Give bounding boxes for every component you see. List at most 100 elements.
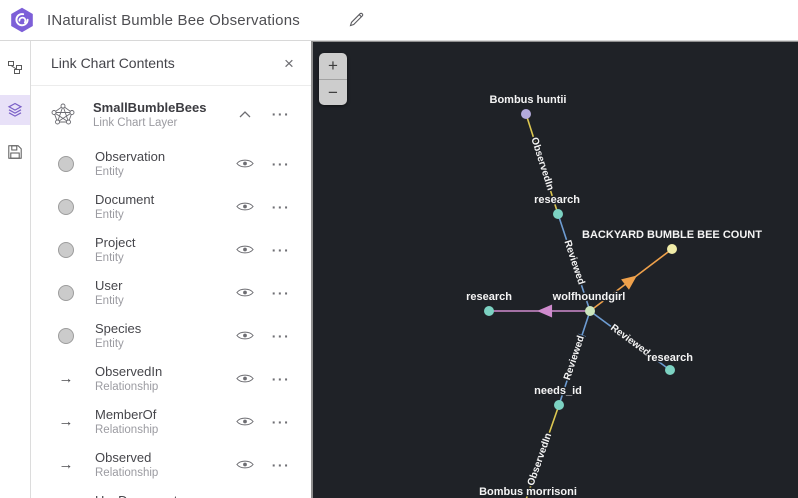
layer-item-label: Observation — [95, 149, 166, 164]
rail-item-save[interactable] — [0, 137, 30, 167]
entity-icon — [57, 198, 75, 215]
layer-group-header[interactable]: SmallBumbleBees Link Chart Layer ··· — [31, 86, 311, 142]
layer-item-label: Document — [95, 192, 155, 207]
layer-item-text: MemberOf Relationship — [95, 407, 233, 436]
entity-circle-icon — [58, 198, 74, 215]
item-overflow-menu-button[interactable]: ··· — [269, 328, 293, 344]
edge-label: Reviewed — [562, 239, 587, 286]
link-chart-canvas[interactable]: ObservedIn Reviewed Reviewed Reviewed Observ… — [313, 42, 798, 498]
page-title: INaturalist Bumble Bee Observations — [47, 11, 300, 29]
item-overflow-menu-button[interactable]: ··· — [269, 414, 293, 430]
visibility-eye-icon[interactable] — [233, 158, 257, 169]
node-label-backyard_count: BACKYARD BUMBLE BEE COUNT — [582, 229, 762, 241]
layer-item-row[interactable]: User Entity ··· — [31, 271, 311, 314]
layer-item-text: User Entity — [95, 278, 233, 307]
visibility-eye-icon[interactable] — [233, 201, 257, 212]
app-logo-icon — [11, 7, 33, 33]
entity-circle-icon — [58, 327, 74, 344]
link-chart-view[interactable]: + − ObservedIn Reviewed Reviewed Reviewed Ob… — [311, 40, 798, 498]
entity-icon — [57, 284, 75, 301]
edge-label: ObservedIn — [528, 136, 555, 192]
visibility-eye-icon[interactable] — [233, 244, 257, 255]
collapse-layer-button[interactable] — [233, 110, 257, 118]
pencil-icon — [349, 12, 364, 27]
entity-circle-icon — [58, 155, 74, 172]
layer-overflow-menu-button[interactable]: ··· — [269, 106, 293, 122]
entity-icon — [57, 327, 75, 344]
zoom-out-button[interactable]: − — [319, 79, 347, 105]
layer-item-text: Project Entity — [95, 235, 233, 264]
item-overflow-menu-button[interactable]: ··· — [269, 242, 293, 258]
layer-item-label: MemberOf — [95, 407, 157, 422]
layer-item-label: HasDocument — [95, 493, 233, 498]
item-overflow-menu-button[interactable]: ··· — [269, 285, 293, 301]
visibility-eye-icon[interactable] — [233, 459, 257, 470]
node-label-research_right: research — [647, 352, 693, 364]
rail-item-contents[interactable] — [0, 95, 30, 125]
layer-item-text: Document Entity — [95, 192, 233, 221]
edit-title-button[interactable] — [345, 9, 367, 31]
relationship-arrow-icon: → — [58, 413, 74, 430]
edge-label: ObservedIn — [526, 432, 555, 488]
layer-item-type: Relationship — [95, 381, 159, 393]
item-overflow-menu-button[interactable]: ··· — [269, 199, 293, 215]
graph-node-bombus_huntii[interactable] — [521, 109, 531, 119]
layer-item-text: HasDocumentRelationship — [95, 493, 233, 498]
graph-node-research_top[interactable] — [553, 209, 563, 219]
link-chart-contents-panel: Link Chart Contents × SmallBumbleBees Li… — [31, 41, 311, 498]
layer-item-row[interactable]: → ObservedIn Relationship ··· — [31, 357, 311, 400]
graph-node-needs_id[interactable] — [554, 400, 564, 410]
relationship-arrow-icon: → — [58, 456, 74, 473]
layers-icon — [7, 102, 23, 117]
visibility-eye-icon[interactable] — [233, 416, 257, 427]
node-label-research_left: research — [466, 291, 512, 303]
node-label-bombus_huntii: Bombus huntii — [490, 94, 567, 106]
item-overflow-menu-button[interactable]: ··· — [269, 457, 293, 473]
layer-item-type: Relationship — [95, 467, 159, 479]
layer-item-type: Entity — [95, 166, 124, 178]
layer-item-row[interactable]: Document Entity ··· — [31, 185, 311, 228]
layer-item-row[interactable]: → Observed Relationship ··· — [31, 443, 311, 486]
node-label-research_top: research — [534, 194, 580, 206]
layer-item-type: Entity — [95, 338, 124, 350]
rail-item-link-charts[interactable] — [0, 53, 30, 83]
edge-label: Reviewed — [562, 334, 587, 381]
panel-header: Link Chart Contents × — [31, 41, 311, 86]
entity-circle-icon — [58, 241, 74, 258]
visibility-eye-icon[interactable] — [233, 287, 257, 298]
close-panel-button[interactable]: × — [279, 55, 299, 72]
hierarchy-icon — [8, 61, 22, 74]
layer-item-row[interactable]: Project Entity ··· — [31, 228, 311, 271]
relationship-arrow-icon: → — [58, 370, 74, 387]
graph-node-backyard_count[interactable] — [667, 244, 677, 254]
item-overflow-menu-button[interactable]: ··· — [269, 371, 293, 387]
layer-item-list: Observation Entity ··· Document Entity ··· Pro… — [31, 142, 311, 498]
graph-node-research_left[interactable] — [484, 306, 494, 316]
graph-node-wolfhoundgirl[interactable] — [585, 306, 595, 316]
layer-name: SmallBumbleBees — [93, 99, 207, 115]
layer-item-label: Project — [95, 235, 136, 250]
layer-item-row[interactable]: →HasDocumentRelationship··· — [31, 486, 311, 498]
link-chart-layer-icon — [51, 103, 75, 125]
layer-item-type: Relationship — [95, 424, 159, 436]
item-overflow-menu-button[interactable]: ··· — [269, 156, 293, 172]
layer-item-row[interactable]: → MemberOf Relationship ··· — [31, 400, 311, 443]
layer-item-text: ObservedIn Relationship — [95, 364, 233, 393]
node-label-bombus_morrisoni: Bombus morrisoni — [479, 486, 577, 498]
chevron-up-icon — [239, 110, 251, 117]
zoom-in-button[interactable]: + — [319, 53, 347, 79]
graph-node-research_right[interactable] — [665, 365, 675, 375]
layer-type: Link Chart Layer — [93, 116, 178, 129]
save-icon — [8, 145, 22, 159]
visibility-eye-icon[interactable] — [233, 330, 257, 341]
entity-icon — [57, 155, 75, 172]
layer-item-type: Entity — [95, 295, 124, 307]
layer-item-text: Observed Relationship — [95, 450, 233, 479]
layer-item-label: Species — [95, 321, 142, 336]
layer-item-label: User — [95, 278, 123, 293]
visibility-eye-icon[interactable] — [233, 373, 257, 384]
layer-item-type: Entity — [95, 252, 124, 264]
layer-item-row[interactable]: Species Entity ··· — [31, 314, 311, 357]
layer-item-row[interactable]: Observation Entity ··· — [31, 142, 311, 185]
layer-item-type: Entity — [95, 209, 124, 221]
